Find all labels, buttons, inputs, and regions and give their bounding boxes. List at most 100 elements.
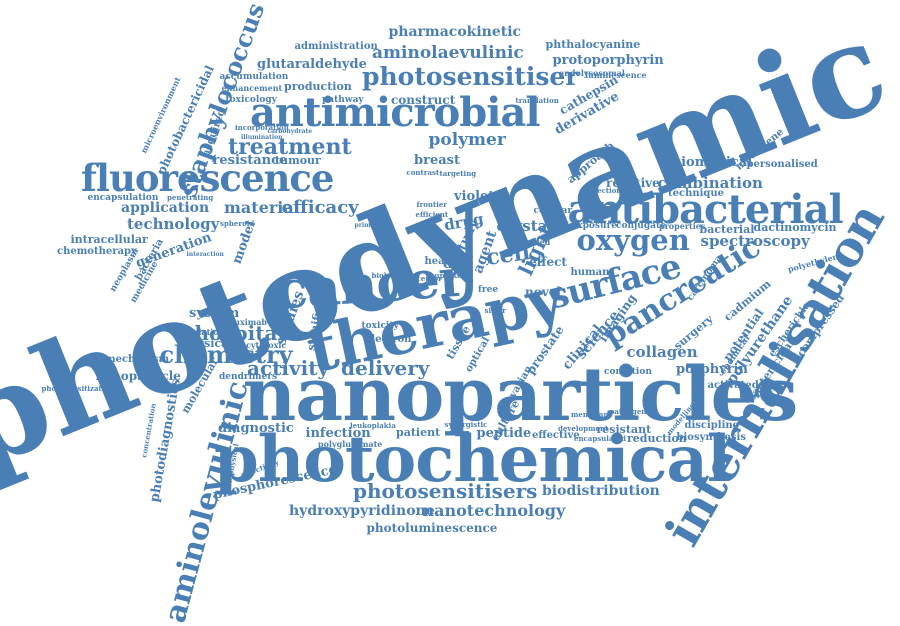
word-uptake: uptake (434, 270, 462, 280)
word-toxicology: toxicology (225, 94, 277, 105)
word-patient: patient (396, 425, 441, 439)
word-reduction: reduction (627, 431, 687, 445)
word-translation: translation (515, 95, 559, 105)
word-glutaraldehyde: glutaraldehyde (257, 56, 367, 72)
word-dendrimers: dendrimers (219, 371, 278, 382)
word-resistance: resistance (212, 152, 288, 168)
word-conjugate: conjugate (616, 220, 666, 231)
word-pathway: pathway (322, 94, 364, 105)
word-diagnostic: diagnostic (218, 420, 294, 436)
word-encapsulation: encapsulation (87, 192, 159, 203)
word-primary: primary (354, 222, 382, 229)
word-luminescence: luminescence (585, 70, 647, 80)
word-development: development (558, 423, 609, 433)
word-tumour: tumour (275, 153, 321, 167)
word-pathogen: pathogen (609, 406, 647, 416)
word-biosynthesis: biosynthesis (676, 432, 746, 443)
word-protoporphyrin: protoporphyrin (552, 52, 664, 68)
word-biodistribution: biodistribution (542, 483, 660, 499)
word-chemistry: chemistry (159, 340, 293, 369)
word-frontier: frontier (416, 199, 448, 209)
word-spectroscopy: spectroscopy (700, 231, 810, 250)
word-construct: construct (391, 93, 456, 107)
word-photoluminescence: photoluminescence (366, 521, 498, 535)
word-production: production (284, 79, 352, 93)
word-application: application (121, 200, 210, 216)
word-toxicity: toxicity (361, 320, 399, 331)
word-aminolaevulinic: aminolaevulinic (372, 42, 524, 63)
word-electron: electron (365, 334, 412, 345)
word-membrane: membrane (571, 409, 613, 419)
word-antimicrobial: antimicrobial (250, 89, 541, 136)
word-personalised: personalised (746, 159, 818, 170)
word-contrast: contrast (406, 167, 440, 177)
word-dactinomycin: dactinomycin (753, 220, 837, 234)
word-peptide: peptide (476, 425, 532, 441)
word-detection: detection (584, 185, 622, 195)
word-photosensitiser: photosensitiser (362, 61, 579, 91)
word-oxygen: oxygen (576, 222, 690, 257)
word-free: free (478, 284, 499, 295)
word-photosensitization: photosensitization (41, 383, 115, 393)
word-photochemical: photochemical (214, 422, 731, 497)
word-biology: biology (371, 270, 401, 280)
word-intracellular: intracellular (70, 232, 148, 246)
word-technology: technology (127, 214, 220, 233)
word-physical: physical (182, 336, 233, 350)
word-discipline: discipline (684, 420, 740, 431)
word-accumulation: accumulation (219, 71, 289, 82)
word-crystal: crystal (496, 216, 554, 235)
word-effective: effective (532, 430, 580, 441)
word-violet: violet (454, 188, 495, 204)
word-material: material (224, 198, 300, 217)
word-administration: administration (294, 41, 378, 52)
word-system: system (189, 305, 240, 321)
word-illumination: illumination (241, 134, 283, 141)
word-spheroid: spheroid (220, 218, 255, 228)
word-targeting: targeting (439, 168, 477, 178)
word-silver: silver (484, 305, 506, 315)
word-nanotechnology: nanotechnology (422, 501, 566, 520)
word-phthalocyanine: phthalocyanine (545, 37, 641, 51)
word-bacterial: bacterial (699, 222, 755, 236)
word-population: population (176, 327, 225, 337)
word-encapsulated: encapsulated (574, 433, 627, 443)
word-incorporation: incorporation (235, 122, 289, 132)
word-treatment: treatment (228, 134, 352, 160)
word-hydroxypyridinone: hydroxypyridinone (289, 503, 435, 519)
word-nanoparticle: nanoparticle (95, 369, 181, 383)
word-condition: condition (604, 366, 652, 377)
word-resistant: resistant (596, 422, 652, 436)
word-enhancement: enhancement (221, 83, 283, 93)
word-interaction: interaction (186, 251, 224, 258)
word-delivery: delivery (341, 356, 430, 380)
word-novel: novel (525, 285, 561, 299)
word-biomedical: biomedical (672, 154, 753, 170)
word-polyglutamate: polyglutamate (318, 439, 383, 449)
word-positive: positive (357, 213, 384, 220)
word-efficient: efficient (415, 209, 449, 219)
word-infection: infection (305, 425, 371, 441)
word-photosensitisers: photosensitisers (353, 479, 538, 503)
word-activated: activated (707, 380, 759, 391)
word-activity: activity (247, 356, 330, 380)
word-nanoparticles: nanoparticles (242, 352, 799, 438)
word-hospital: hospital (194, 321, 286, 345)
word-dot: dot (443, 256, 469, 272)
word-chemotherapy: chemotherapy (57, 246, 137, 257)
word-penetrating: penetrating (167, 192, 214, 202)
word-properties: properties (659, 221, 706, 231)
word-exposure: exposure (571, 220, 617, 231)
word-breast: breast (414, 152, 460, 168)
word-combination: combination (657, 173, 763, 192)
word-effect: effect (529, 255, 567, 269)
word-leukoplakia: leukoplakia (350, 420, 396, 430)
word-collagen: collagen (626, 342, 698, 361)
word-antibacterial: antibacterial (567, 186, 844, 233)
word-endolysosomal: endolysosomal (559, 68, 625, 78)
word-synergistic: synergistic (444, 419, 488, 429)
word-cytotoxic: cytotoxic (246, 340, 287, 350)
word-carbohydrate: carbohydrate (267, 128, 313, 135)
word-fluorescence: fluorescence (81, 155, 334, 200)
